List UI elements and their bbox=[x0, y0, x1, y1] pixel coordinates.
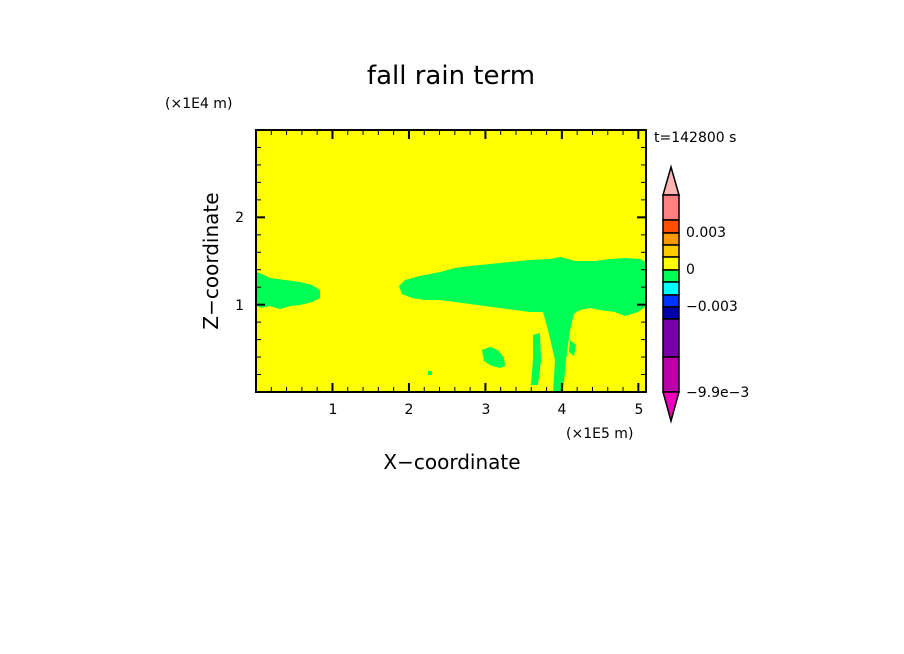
x-unit-label: (×1E5 m) bbox=[566, 426, 633, 442]
axis-ticks bbox=[256, 130, 646, 392]
x-tick-label: 1 bbox=[329, 402, 338, 418]
y-tick-label: 1 bbox=[235, 298, 244, 314]
colorbar-bottom-extension bbox=[662, 391, 680, 424]
x-tick-label: 3 bbox=[482, 402, 491, 418]
rain-term-contours bbox=[256, 257, 646, 392]
colorbar-swatch bbox=[662, 356, 680, 393]
colorbar-swatch bbox=[662, 269, 680, 283]
colorbar bbox=[662, 164, 680, 424]
y-unit-label: (×1E4 m) bbox=[165, 96, 232, 112]
contour-speck bbox=[428, 371, 432, 375]
y-axis-label: Z−coordinate bbox=[199, 192, 223, 329]
colorbar-label: −0.003 bbox=[686, 299, 738, 315]
plot-frame bbox=[255, 129, 647, 393]
colorbar-swatch bbox=[662, 244, 680, 258]
contour-trunk-left bbox=[531, 333, 541, 385]
colorbar-label: 0 bbox=[686, 262, 695, 278]
colorbar-swatch bbox=[662, 219, 680, 234]
chart-title: fall rain term bbox=[367, 61, 535, 91]
x-axis-label: X−coordinate bbox=[383, 450, 520, 474]
colorbar-swatch bbox=[662, 194, 680, 221]
colorbar-label: 0.003 bbox=[686, 225, 726, 241]
contour-left-blob bbox=[256, 272, 320, 309]
colorbar-swatch bbox=[662, 318, 680, 358]
colorbar-swatch bbox=[662, 281, 680, 296]
contour-small-blob bbox=[482, 347, 505, 368]
plot-area bbox=[255, 129, 647, 393]
colorbar-top-extension bbox=[662, 164, 680, 196]
contour-trunk bbox=[535, 310, 575, 392]
contour-trunk-right bbox=[569, 340, 576, 356]
colorbar-swatch bbox=[662, 256, 680, 271]
colorbar-swatch bbox=[662, 294, 680, 308]
x-tick-label: 4 bbox=[558, 402, 567, 418]
contour-anvil bbox=[399, 257, 646, 316]
colorbar-swatch bbox=[662, 306, 680, 320]
x-tick-labels: 1 2 3 4 5 bbox=[329, 402, 644, 418]
colorbar-label: −9.9e−3 bbox=[686, 385, 749, 401]
time-label: t=142800 s bbox=[654, 130, 736, 146]
x-tick-label: 2 bbox=[405, 402, 414, 418]
y-tick-label: 2 bbox=[235, 210, 244, 226]
x-tick-label: 5 bbox=[635, 402, 644, 418]
colorbar-swatch bbox=[662, 232, 680, 246]
